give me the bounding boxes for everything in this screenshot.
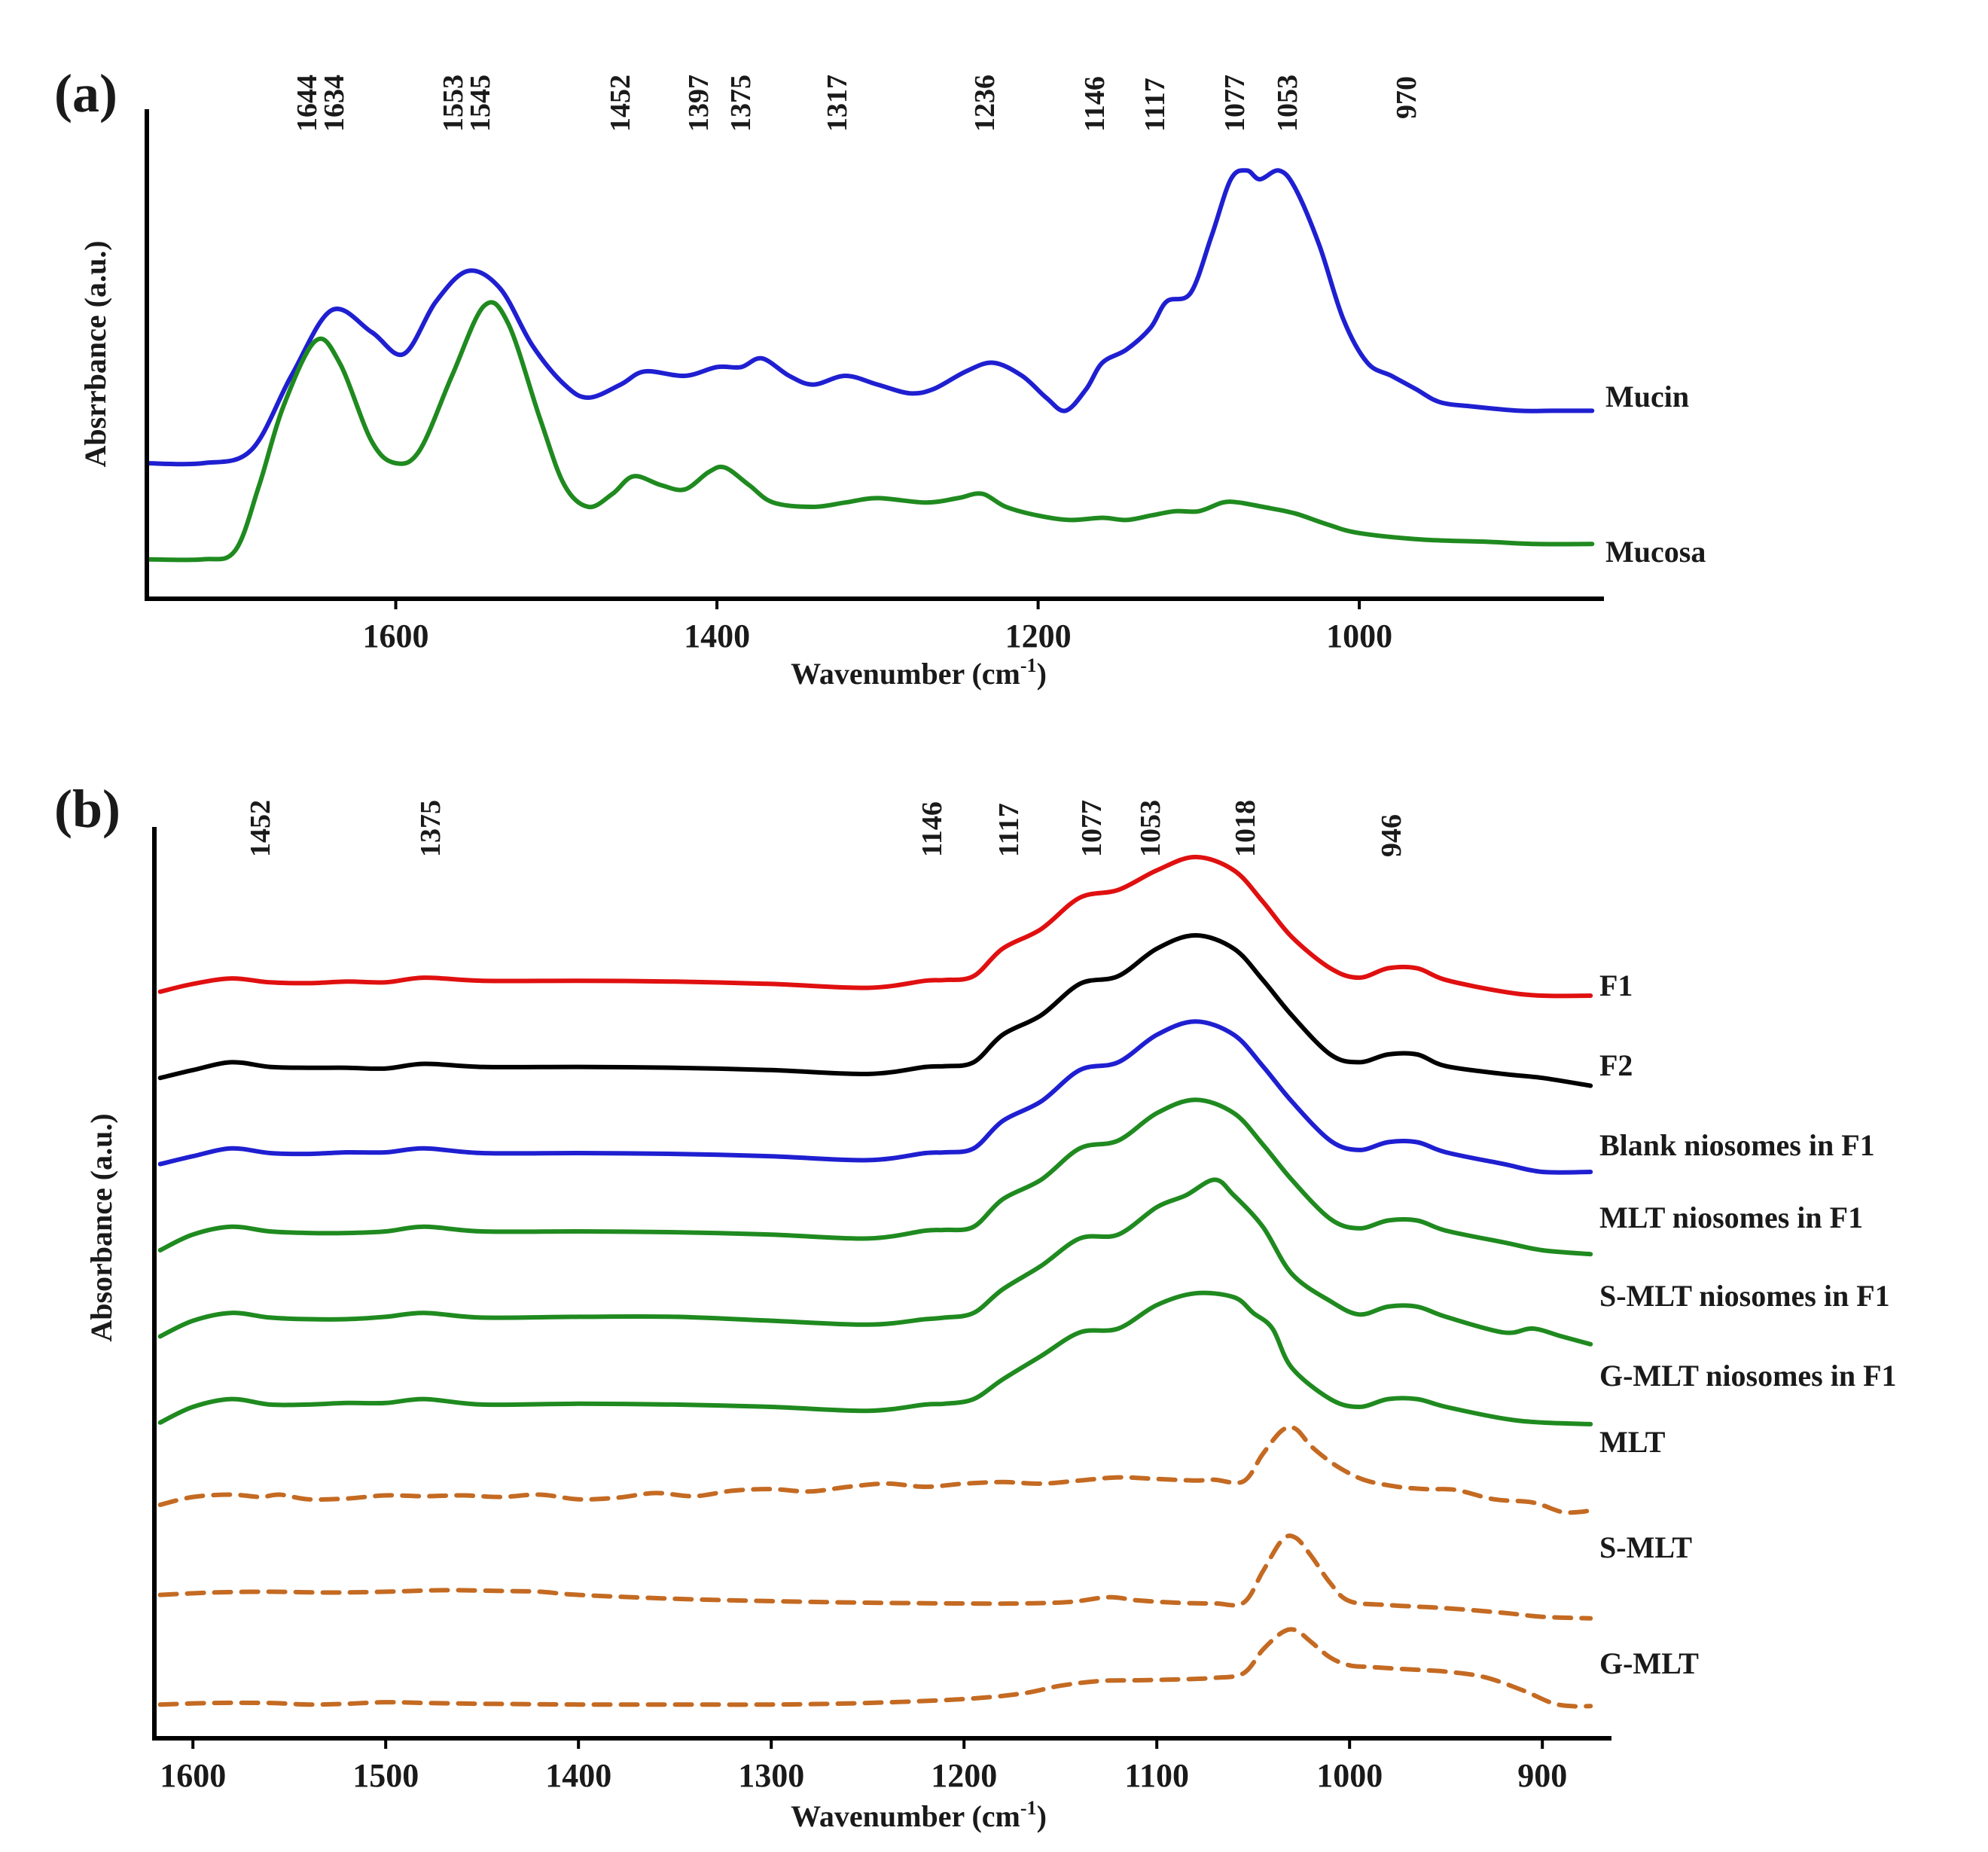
series-line-s-mlt xyxy=(157,1533,1593,1621)
peak-label: 1117 xyxy=(1139,78,1171,132)
panel-b-x-ticks: 1600 1500 1400 1300 1200 1100 1000 900 xyxy=(160,1738,1567,1794)
series-label-mlt: MLT xyxy=(1599,1425,1666,1459)
series-label-blank-niosomes-f1: Blank niosomes in F1 xyxy=(1599,1128,1875,1162)
series-label-mlt-niosomes-f1: MLT niosomes in F1 xyxy=(1599,1201,1863,1234)
series-line-s-mlt-niosomes-in-f1 xyxy=(157,1177,1593,1347)
peak-label: 1397 xyxy=(683,75,715,132)
x-axis-title-end: ) xyxy=(1037,1799,1047,1833)
x-tick-label: 1600 xyxy=(160,1757,226,1794)
series-line-blank-niosomes-in-f1 xyxy=(157,1019,1593,1175)
series-label-g-mlt-niosomes-f1: G-MLT niosomes in F1 xyxy=(1599,1359,1897,1393)
series-label-mucin: Mucin xyxy=(1605,380,1689,413)
x-axis-title-main: Wavenumber (cm xyxy=(791,1799,1020,1833)
series-label-g-mlt: G-MLT xyxy=(1599,1646,1699,1680)
x-tick-label: 1400 xyxy=(684,618,750,654)
panel-a-x-axis-title: Wavenumber (cm-1) xyxy=(791,654,1047,691)
series-line-mucin xyxy=(145,168,1595,467)
peak-label: 946 xyxy=(1376,814,1407,857)
peak-label: 1634 xyxy=(319,75,350,132)
panel-a-series xyxy=(145,168,1595,563)
panel-a: (a) 1644 1634 1553 1545 1452 1397 1375 1… xyxy=(54,63,1706,691)
x-tick-label: 1400 xyxy=(545,1757,611,1794)
peak-label: 1146 xyxy=(916,801,948,857)
peak-label: 1146 xyxy=(1079,76,1111,132)
series-line-g-mlt xyxy=(157,1627,1593,1709)
panel-b-peak-labels: 1452 1375 1146 1117 1077 1053 1018 946 xyxy=(245,800,1407,857)
peak-label: 1644 xyxy=(291,75,323,132)
x-axis-title-end: ) xyxy=(1037,657,1047,691)
peak-label: 1553 xyxy=(438,75,469,132)
series-label-f2: F2 xyxy=(1599,1048,1633,1082)
panel-b-y-axis-title: Absorbance (a.u.) xyxy=(84,1113,118,1341)
series-line-mucosa xyxy=(145,300,1595,563)
peak-label: 1236 xyxy=(969,75,1001,132)
panel-b-series xyxy=(157,854,1593,1709)
x-tick-label: 1600 xyxy=(363,618,429,654)
panel-b-x-axis-title: Wavenumber (cm-1) xyxy=(791,1797,1047,1833)
peak-label: 970 xyxy=(1391,76,1422,119)
series-line-g-mlt-niosomes-in-f1 xyxy=(157,1290,1593,1426)
x-tick-label: 1200 xyxy=(931,1757,997,1794)
x-axis-title-superscript: -1 xyxy=(1020,654,1037,676)
x-tick-label: 1000 xyxy=(1316,1757,1383,1794)
series-label-s-mlt: S-MLT xyxy=(1599,1530,1692,1564)
peak-label: 1053 xyxy=(1272,75,1303,132)
x-tick-label: 1300 xyxy=(738,1757,804,1794)
peak-label: 1077 xyxy=(1076,800,1108,857)
series-label-mucosa: Mucosa xyxy=(1605,535,1706,569)
peak-label: 1117 xyxy=(993,803,1025,857)
x-tick-label: 1000 xyxy=(1326,618,1392,654)
panel-a-peak-labels: 1644 1634 1553 1545 1452 1397 1375 1317 … xyxy=(291,75,1422,132)
series-line-f2 xyxy=(157,932,1593,1088)
peak-label: 1545 xyxy=(465,75,496,132)
series-line-f1 xyxy=(157,854,1593,999)
peak-label: 1018 xyxy=(1230,800,1261,857)
x-axis-title-main: Wavenumber (cm xyxy=(791,657,1020,691)
x-tick-label: 1200 xyxy=(1005,618,1072,654)
peak-label: 1317 xyxy=(822,75,853,132)
peak-label: 1452 xyxy=(245,800,276,857)
series-line-mlt xyxy=(157,1424,1593,1515)
x-tick-label: 900 xyxy=(1517,1757,1567,1794)
peak-label: 1053 xyxy=(1135,800,1166,857)
peak-label: 1375 xyxy=(415,800,447,857)
series-label-f1: F1 xyxy=(1599,969,1633,1002)
panel-a-y-axis-title: Absrrbance (a.u.) xyxy=(78,240,112,467)
panel-a-label: (a) xyxy=(54,63,117,124)
peak-label: 1375 xyxy=(725,75,757,132)
peak-label: 1077 xyxy=(1219,75,1251,132)
x-axis-title-superscript: -1 xyxy=(1020,1797,1037,1819)
panel-b-label: (b) xyxy=(54,779,120,839)
panel-a-x-ticks: 1600 1400 1200 1000 xyxy=(363,599,1392,654)
x-tick-label: 1500 xyxy=(352,1757,419,1794)
peak-label: 1452 xyxy=(605,75,636,132)
series-line-mlt-niosomes-in-f1 xyxy=(157,1097,1593,1257)
x-tick-label: 1100 xyxy=(1124,1757,1189,1794)
panel-b: (b) 1452 1375 1146 1117 1077 1053 1018 9… xyxy=(54,779,1897,1833)
series-label-s-mlt-niosomes-f1: S-MLT niosomes in F1 xyxy=(1599,1279,1890,1313)
